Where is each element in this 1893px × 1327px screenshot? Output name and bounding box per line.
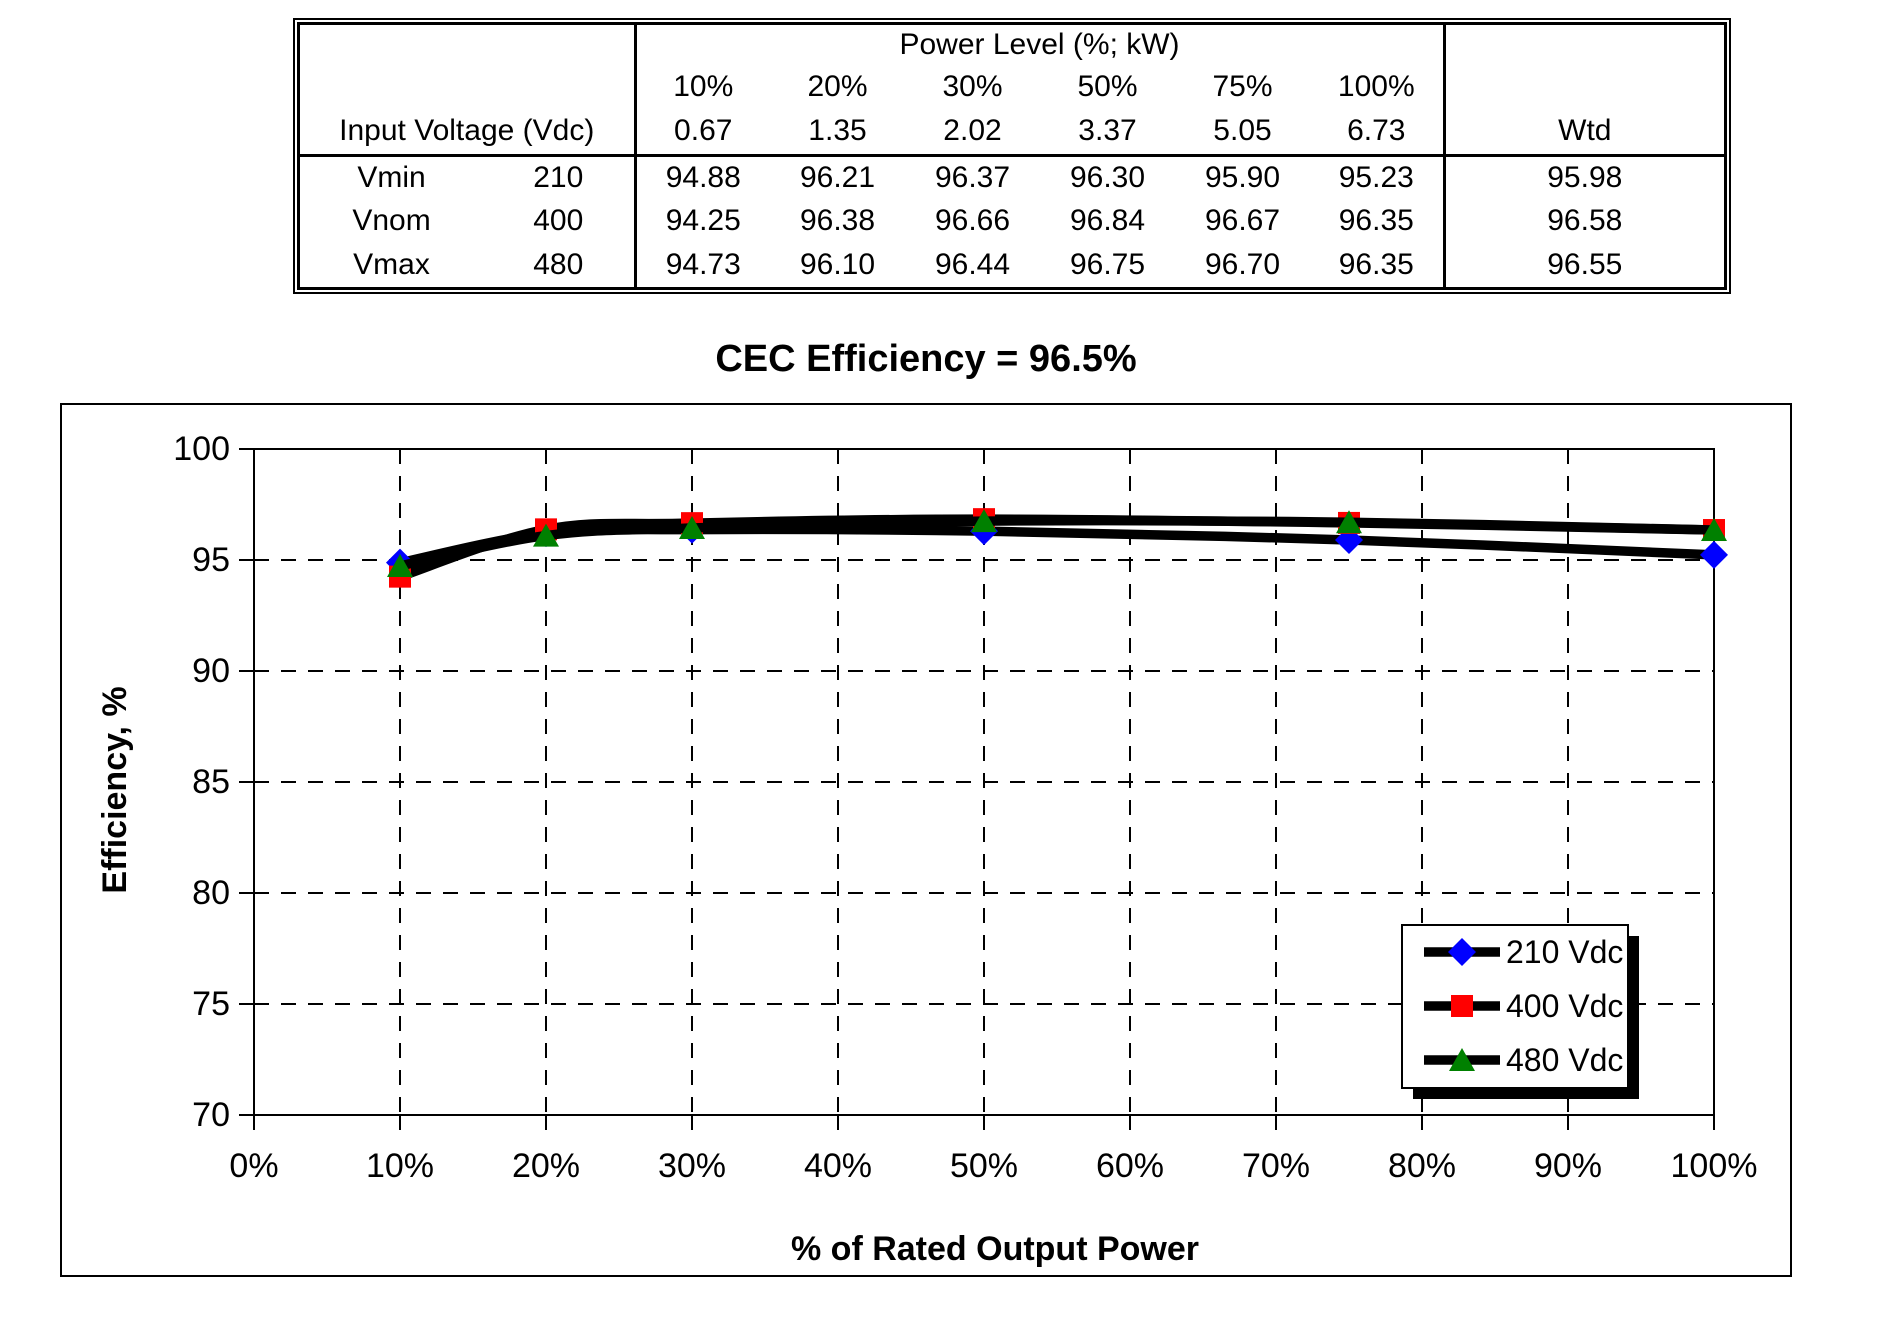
power-kw-header: 0.67 (635, 109, 770, 157)
triangle-marker-icon (679, 516, 705, 540)
legend-label: 480 Vdc (1506, 1042, 1623, 1078)
power-pct-header: 30% (942, 70, 1003, 103)
power-pct-header: 100% (1310, 65, 1446, 109)
row-value-cell: 95.90 (1204, 160, 1281, 194)
x-axis-tick-label: 80% (1388, 1147, 1456, 1185)
x-axis-tick-label: 100% (1671, 1147, 1758, 1185)
table-cell-empty (300, 65, 637, 109)
y-axis-tick-label: 75 (192, 985, 230, 1023)
y-axis-title: Efficiency, % (96, 686, 134, 893)
table-header-row-kw: Input Voltage (Vdc) 0.67 1.35 2.02 3.37 … (300, 109, 1725, 157)
triangle-marker-icon (971, 509, 997, 533)
row-value-cell: 96.38 (799, 204, 876, 237)
power-kw-header: 5.05 (1175, 109, 1310, 157)
y-axis-tick-label: 90 (192, 652, 230, 690)
table-row: Vmin 210 94.88 96.21 96.37 96.30 95.90 95.23 95.… (300, 155, 1724, 199)
power-kw-header: 1.35 (770, 109, 905, 157)
y-axis-tick-label: 100 (173, 430, 230, 468)
power-kw-header: 3.37 (1040, 109, 1175, 157)
power-kw-header: 6.73 (1310, 109, 1446, 157)
row-value-cell: 96.35 (1310, 199, 1446, 243)
table-cell-empty (1444, 25, 1724, 65)
chart-container: 70 75 80 85 90 95 100 0% 10% 20% 30% 40% 50% 60% 70% 80… (60, 403, 1792, 1277)
legend-label: 210 Vdc (1506, 934, 1623, 970)
table-cell-empty (1444, 65, 1724, 109)
row-wtd-cell: 96.55 (1547, 248, 1623, 281)
power-pct-header: 50% (1077, 70, 1138, 103)
triangle-marker-icon (533, 523, 559, 547)
diamond-marker-icon (1448, 938, 1476, 966)
triangle-marker-icon (1336, 510, 1362, 534)
legend-label: 400 Vdc (1506, 988, 1623, 1024)
diamond-marker-icon (1700, 540, 1728, 569)
input-voltage-header: Input Voltage (Vdc) (300, 109, 637, 157)
row-voltage-cell: 400 (483, 199, 637, 243)
x-axis-tick-label: 0% (229, 1147, 278, 1185)
table-head: Power Level (%; kW) 10% 20% 30% 50% 75% … (300, 25, 1725, 157)
chart-title: CEC Efficiency = 96.5% (715, 338, 1137, 380)
square-marker-icon (1451, 995, 1473, 1017)
efficiency-table-inner: Power Level (%; kW) 10% 20% 30% 50% 75% … (297, 22, 1728, 290)
triangle-marker-icon (1449, 1048, 1475, 1071)
row-value-cell: 96.30 (1069, 160, 1146, 194)
table-cell-empty (300, 25, 637, 65)
table-body: Vmin 210 94.88 96.21 96.37 96.30 95.90 95.23 95.… (300, 155, 1724, 287)
row-name-cell: Vmin (357, 160, 426, 194)
power-level-group-header: Power Level (%; kW) (635, 25, 1446, 65)
row-wtd-cell: 95.98 (1547, 160, 1623, 194)
row-value-cell: 96.84 (1069, 204, 1146, 237)
efficiency-table-grid: Power Level (%; kW) 10% 20% 30% 50% 75% … (300, 25, 1725, 287)
row-name-cell: Vnom (352, 204, 431, 237)
row-value-cell: 96.35 (1310, 243, 1446, 287)
row-value-cell: 94.25 (665, 204, 741, 237)
y-axis-tick-label: 85 (192, 763, 230, 801)
y-axis-tick-label: 80 (192, 874, 230, 912)
efficiency-table: Power Level (%; kW) 10% 20% 30% 50% 75% … (293, 18, 1732, 294)
x-axis-title: % of Rated Output Power (791, 1230, 1199, 1268)
row-value-cell: 96.75 (1069, 248, 1146, 281)
triangle-marker-icon (1701, 518, 1727, 542)
x-axis-tick-label: 30% (658, 1147, 726, 1185)
row-value-cell: 94.73 (665, 248, 741, 281)
x-axis-tick-label: 50% (950, 1147, 1018, 1185)
power-pct-header: 75% (1212, 70, 1273, 103)
row-value-cell: 96.67 (1204, 204, 1281, 237)
y-axis-tick-label: 95 (192, 541, 230, 579)
table-header-row-percent: 10% 20% 30% 50% 75% 100% (300, 65, 1724, 109)
row-name-cell: Vmax (353, 248, 430, 281)
x-axis-tick-label: 70% (1242, 1147, 1310, 1185)
x-axis-tick-label: 10% (366, 1147, 434, 1185)
x-axis-tick-label: 90% (1534, 1147, 1602, 1185)
row-value-cell: 94.88 (665, 160, 741, 194)
y-axis-tick-label: 70 (192, 1096, 230, 1134)
row-voltage-cell: 480 (483, 243, 637, 287)
chart-svg: 70 75 80 85 90 95 100 0% 10% 20% 30% 40% 50% 60% 70% 80… (96, 430, 1758, 1268)
power-kw-header: 2.02 (905, 109, 1040, 157)
x-axis-tick-label: 20% (512, 1147, 580, 1185)
table-header-row-group: Power Level (%; kW) (300, 25, 1724, 65)
row-wtd-cell: 96.58 (1547, 204, 1623, 237)
triangle-marker-icon (387, 553, 413, 577)
wtd-header: Wtd (1444, 109, 1725, 157)
row-voltage-cell: 210 (483, 155, 637, 199)
row-value-cell: 96.66 (934, 204, 1011, 237)
row-value-cell: 96.21 (799, 160, 876, 194)
row-value-cell: 96.10 (799, 248, 876, 281)
x-axis-tick-label: 60% (1096, 1147, 1164, 1185)
power-pct-header: 20% (807, 70, 868, 103)
row-value-cell: 96.70 (1204, 248, 1281, 281)
row-value-cell: 95.23 (1310, 155, 1446, 199)
row-value-cell: 96.37 (934, 160, 1011, 194)
x-axis-tick-label: 40% (804, 1147, 872, 1185)
power-pct-header: 10% (673, 70, 734, 103)
table-row: Vnom 400 94.25 96.38 96.66 96.84 96.67 96.35 96.… (300, 199, 1724, 243)
row-value-cell: 96.44 (934, 248, 1011, 281)
table-row: Vmax 480 94.73 96.10 96.44 96.75 96.70 96.35 96.… (300, 243, 1724, 287)
